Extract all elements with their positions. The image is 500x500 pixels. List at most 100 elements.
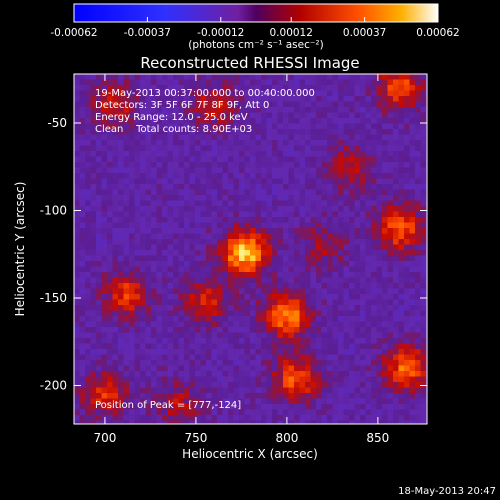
heatmap-cell [327, 283, 334, 290]
heatmap-cell [420, 123, 427, 130]
heatmap-cell [206, 310, 213, 317]
heatmap-cell [255, 316, 262, 323]
heatmap-cell [354, 338, 361, 345]
heatmap-cell [189, 195, 196, 202]
heatmap-cell [294, 327, 301, 334]
heatmap-cell [233, 90, 240, 97]
heatmap-cell [272, 211, 279, 218]
heatmap-cell [299, 129, 306, 136]
heatmap-cell [321, 261, 328, 268]
heatmap-cell [244, 184, 251, 191]
heatmap-cell [398, 365, 405, 372]
heatmap-cell [420, 162, 427, 169]
heatmap-cell [211, 299, 218, 306]
heatmap-cell [74, 393, 81, 400]
heatmap-cell [266, 283, 273, 290]
heatmap-cell [184, 382, 191, 389]
heatmap-cell [299, 343, 306, 350]
heatmap-cell [123, 288, 130, 295]
heatmap-cell [371, 343, 378, 350]
heatmap-cell [156, 167, 163, 174]
heatmap-cell [277, 140, 284, 147]
heatmap-cell [140, 398, 147, 405]
heatmap-cell [239, 112, 246, 119]
heatmap-cell [316, 112, 323, 119]
heatmap-cell [173, 173, 180, 180]
heatmap-cell [134, 123, 141, 130]
heatmap-cell [79, 409, 86, 416]
heatmap-cell [200, 206, 207, 213]
heatmap-cell [349, 173, 356, 180]
heatmap-cell [211, 74, 218, 81]
heatmap-cell [393, 266, 400, 273]
heatmap-cell [299, 123, 306, 130]
heatmap-cell [398, 134, 405, 141]
heatmap-cell [288, 294, 295, 301]
heatmap-cell [261, 404, 268, 411]
heatmap-cell [79, 222, 86, 229]
heatmap-cell [316, 349, 323, 356]
heatmap-cell [233, 354, 240, 361]
heatmap-cell [349, 316, 356, 323]
heatmap-cell [376, 140, 383, 147]
heatmap-cell [156, 305, 163, 312]
heatmap-cell [261, 382, 268, 389]
heatmap-cell [310, 118, 317, 125]
heatmap-cell [338, 250, 345, 257]
heatmap-cell [107, 195, 114, 202]
heatmap-cell [420, 85, 427, 92]
heatmap-cell [200, 145, 207, 152]
heatmap-cell [85, 255, 92, 262]
heatmap-cell [404, 354, 411, 361]
heatmap-cell [321, 123, 328, 130]
heatmap-cell [415, 79, 422, 86]
heatmap-cell [404, 404, 411, 411]
heatmap-cell [327, 250, 334, 257]
heatmap-cell [382, 261, 389, 268]
heatmap-cell [299, 156, 306, 163]
heatmap-cell [118, 272, 125, 279]
heatmap-cell [255, 365, 262, 372]
heatmap-cell [90, 145, 97, 152]
heatmap-cell [365, 404, 372, 411]
heatmap-cell [327, 294, 334, 301]
heatmap-cell [200, 228, 207, 235]
heatmap-cell [162, 327, 169, 334]
heatmap-cell [178, 261, 185, 268]
heatmap-cell [239, 123, 246, 130]
heatmap-cell [200, 382, 207, 389]
heatmap-cell [387, 162, 394, 169]
heatmap-cell [398, 387, 405, 394]
heatmap-cell [343, 255, 350, 262]
heatmap-cell [239, 365, 246, 372]
heatmap-cell [244, 96, 251, 103]
heatmap-cell [338, 74, 345, 81]
heatmap-cell [195, 305, 202, 312]
heatmap-cell [393, 261, 400, 268]
heatmap-cell [349, 195, 356, 202]
heatmap-cell [360, 332, 367, 339]
heatmap-cell [85, 349, 92, 356]
heatmap-cell [118, 349, 125, 356]
heatmap-cell [266, 90, 273, 97]
heatmap-cell [233, 112, 240, 119]
heatmap-cell [354, 123, 361, 130]
heatmap-cell [123, 310, 130, 317]
heatmap-cell [338, 272, 345, 279]
heatmap-cell [90, 327, 97, 334]
heatmap-cell [261, 233, 268, 240]
heatmap-cell [156, 420, 163, 424]
heatmap-cell [162, 195, 169, 202]
heatmap-cell [140, 376, 147, 383]
heatmap-cell [255, 107, 262, 114]
heatmap-cell [321, 294, 328, 301]
heatmap-cell [343, 420, 350, 424]
heatmap-cell [134, 327, 141, 334]
heatmap-cell [167, 261, 174, 268]
heatmap-cell [277, 255, 284, 262]
heatmap-cell [266, 277, 273, 284]
heatmap-cell [189, 316, 196, 323]
heatmap-cell [283, 228, 290, 235]
heatmap-cell [118, 228, 125, 235]
y-tick-label: -200 [40, 379, 67, 393]
